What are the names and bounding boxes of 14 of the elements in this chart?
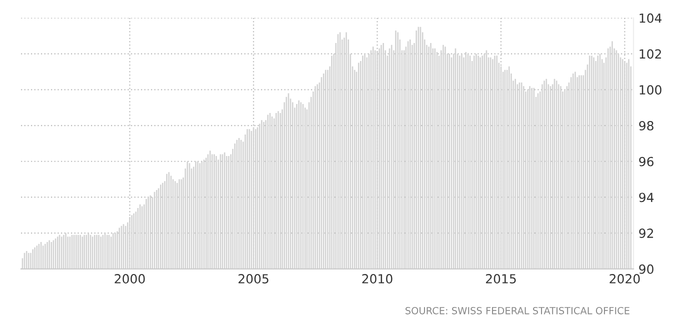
y-tick-label: 90 bbox=[639, 264, 654, 274]
source-note: SOURCE: SWISS FEDERAL STATISTICAL OFFICE bbox=[406, 306, 630, 314]
y-tick-label: 102 bbox=[640, 49, 661, 59]
y-tick-label: 96 bbox=[639, 156, 654, 166]
x-tick-label: 2020 bbox=[610, 274, 640, 284]
y-tick-label: 100 bbox=[640, 85, 662, 95]
x-tick-label: 2010 bbox=[362, 274, 392, 284]
y-tick-label: 94 bbox=[639, 192, 654, 202]
x-tick-label: 2000 bbox=[114, 274, 145, 284]
x-tick-label: 2015 bbox=[486, 274, 516, 284]
y-tick-label: 92 bbox=[639, 228, 654, 238]
y-tick-label: 104 bbox=[640, 13, 662, 23]
x-tick-label: 2005 bbox=[238, 274, 268, 284]
y-tick-label: 98 bbox=[639, 120, 654, 130]
